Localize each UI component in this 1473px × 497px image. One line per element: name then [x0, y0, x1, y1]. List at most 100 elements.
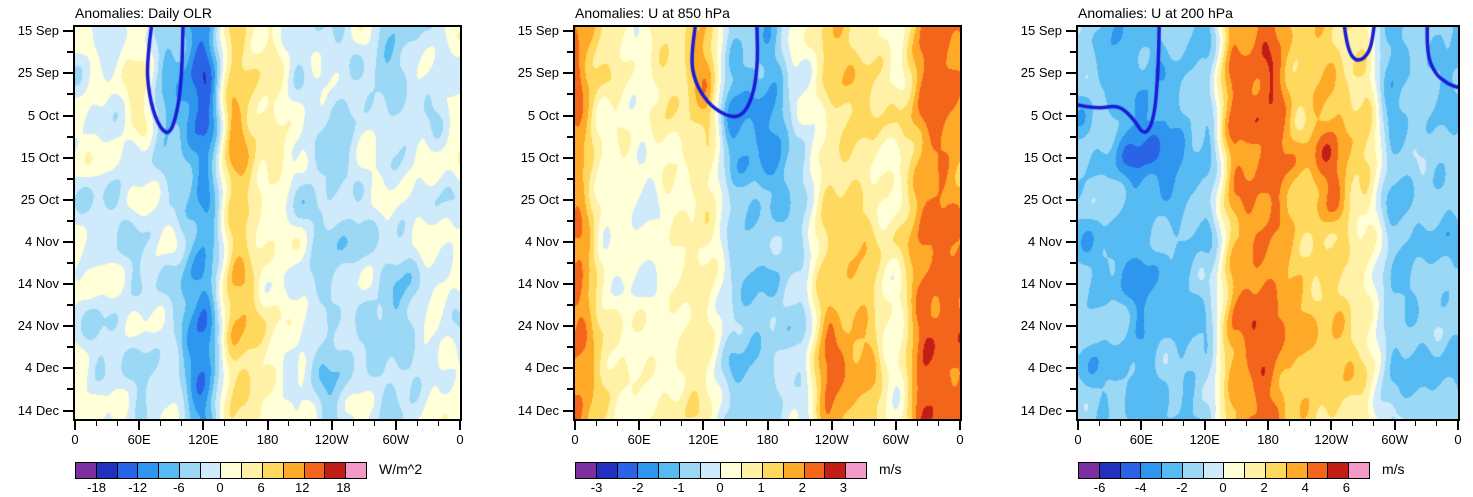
colorbar-segment [200, 463, 222, 478]
y-minor-tick [1070, 51, 1076, 54]
x-minor-tick [1119, 421, 1121, 426]
x-major-tick [74, 421, 76, 430]
x-minor-tick [438, 421, 440, 426]
x-major-tick [330, 421, 333, 430]
x-minor-tick [1436, 421, 1438, 426]
x-major-tick [1393, 421, 1396, 430]
colorbar-segment [617, 463, 639, 478]
y-major-tick [1066, 240, 1076, 243]
colorbar-tick-label: 6 [257, 480, 265, 495]
x-tick-label: 0 [71, 432, 79, 447]
y-tick-label: 4 Dec [1028, 360, 1062, 376]
y-tick-label: 25 Oct [520, 191, 559, 207]
y-minor-tick [1070, 177, 1076, 180]
y-major-tick [1066, 30, 1076, 33]
y-major-tick [63, 72, 73, 75]
x-major-tick [394, 421, 397, 430]
colorbar-segment [1349, 463, 1369, 478]
y-tick-label: 25 Sep [517, 65, 559, 81]
y-tick-label: 14 Nov [517, 276, 559, 292]
y-tick-label: 25 Sep [17, 65, 59, 81]
y-minor-tick [567, 346, 573, 349]
y-tick-label: 4 Nov [1028, 233, 1062, 249]
x-tick-label: 60W [382, 432, 410, 447]
x-tick-label: 120E [1189, 432, 1220, 447]
colorbar-unit-u200: m/s [1382, 461, 1405, 477]
panel-title-u850: Anomalies: U at 850 hPa [575, 5, 730, 21]
x-minor-tick [1098, 421, 1100, 426]
y-major-tick [63, 325, 73, 328]
colorbar-segment [721, 463, 743, 478]
y-tick-label: 14 Nov [17, 276, 59, 292]
y-major-tick [563, 367, 573, 370]
hovmoller-field-canvas-u850 [575, 27, 960, 419]
colorbar-segment [804, 463, 826, 478]
y-tick-label: 15 Sep [517, 23, 559, 39]
x-tick-label: 0 [956, 432, 964, 447]
x-minor-tick [352, 421, 354, 426]
y-minor-tick [567, 177, 573, 180]
colorbar-segment [638, 463, 660, 478]
colorbar-u200 [1078, 462, 1370, 479]
y-tick-label: 15 Sep [1020, 23, 1062, 39]
y-tick-label: 25 Oct [20, 191, 59, 207]
colorbar-unit-u850: m/s [879, 461, 902, 477]
y-major-tick [563, 240, 573, 243]
colorbar-tick-label: 0 [1219, 480, 1227, 495]
x-tick-label: 180 [756, 432, 779, 447]
y-minor-tick [1070, 388, 1076, 391]
colorbar-segment [1266, 463, 1287, 478]
x-tick-label: 0 [571, 432, 579, 447]
colorbar-tick-label: 2 [1260, 480, 1268, 495]
x-minor-tick [117, 421, 119, 426]
y-minor-tick [567, 93, 573, 96]
x-tick-label: 120W [314, 432, 349, 447]
colorbar-segment [138, 463, 160, 478]
hovmoller-plot-u200 [1076, 25, 1460, 421]
y-minor-tick [567, 51, 573, 54]
y-major-tick [1066, 283, 1076, 286]
x-major-tick [1457, 421, 1459, 430]
x-minor-tick [1415, 421, 1417, 426]
y-tick-label: 24 Nov [17, 318, 59, 334]
y-minor-tick [567, 262, 573, 265]
y-tick-label: 4 Dec [525, 360, 559, 376]
y-minor-tick [567, 135, 573, 138]
panel-title-u200: Anomalies: U at 200 hPa [1078, 5, 1233, 21]
x-minor-tick [309, 421, 311, 426]
y-major-tick [63, 198, 73, 201]
y-major-tick [563, 72, 573, 75]
colorbar-segment [179, 463, 201, 478]
colorbar-segment [679, 463, 701, 478]
x-tick-label: 60E [627, 432, 651, 447]
y-tick-label: 25 Sep [1020, 65, 1062, 81]
colorbar-segment [96, 463, 118, 478]
y-tick-label: 4 Nov [25, 233, 59, 249]
x-minor-tick [224, 421, 226, 426]
y-minor-tick [67, 346, 73, 349]
y-major-tick [1066, 409, 1076, 412]
colorbar-segment [783, 463, 805, 478]
x-minor-tick [852, 421, 854, 426]
colorbar-u850 [575, 462, 867, 479]
y-tick-label: 14 Nov [1020, 276, 1062, 292]
colorbar-segment [763, 463, 784, 478]
y-minor-tick [67, 93, 73, 96]
colorbar-tick-label: -12 [128, 480, 148, 495]
colorbar-segment [576, 463, 597, 478]
x-minor-tick [809, 421, 811, 426]
colorbar-segment [263, 463, 284, 478]
y-tick-label: 14 Dec [17, 402, 59, 418]
x-minor-tick [788, 421, 790, 426]
panel-u850: Anomalies: U at 850 hPa 15 Sep 25 Sep 5 Oc… [491, 0, 982, 497]
x-major-tick [1267, 421, 1269, 430]
x-tick-label: 0 [1074, 432, 1082, 447]
x-tick-label: 120W [814, 432, 849, 447]
x-minor-tick [938, 421, 940, 426]
y-minor-tick [1070, 304, 1076, 307]
colorbar-tick-label: 1 [757, 480, 765, 495]
y-tick-label: 25 Oct [1023, 191, 1062, 207]
colorbar-segment [1099, 463, 1121, 478]
colorbar-segment [846, 463, 866, 478]
y-minor-tick [1070, 219, 1076, 222]
